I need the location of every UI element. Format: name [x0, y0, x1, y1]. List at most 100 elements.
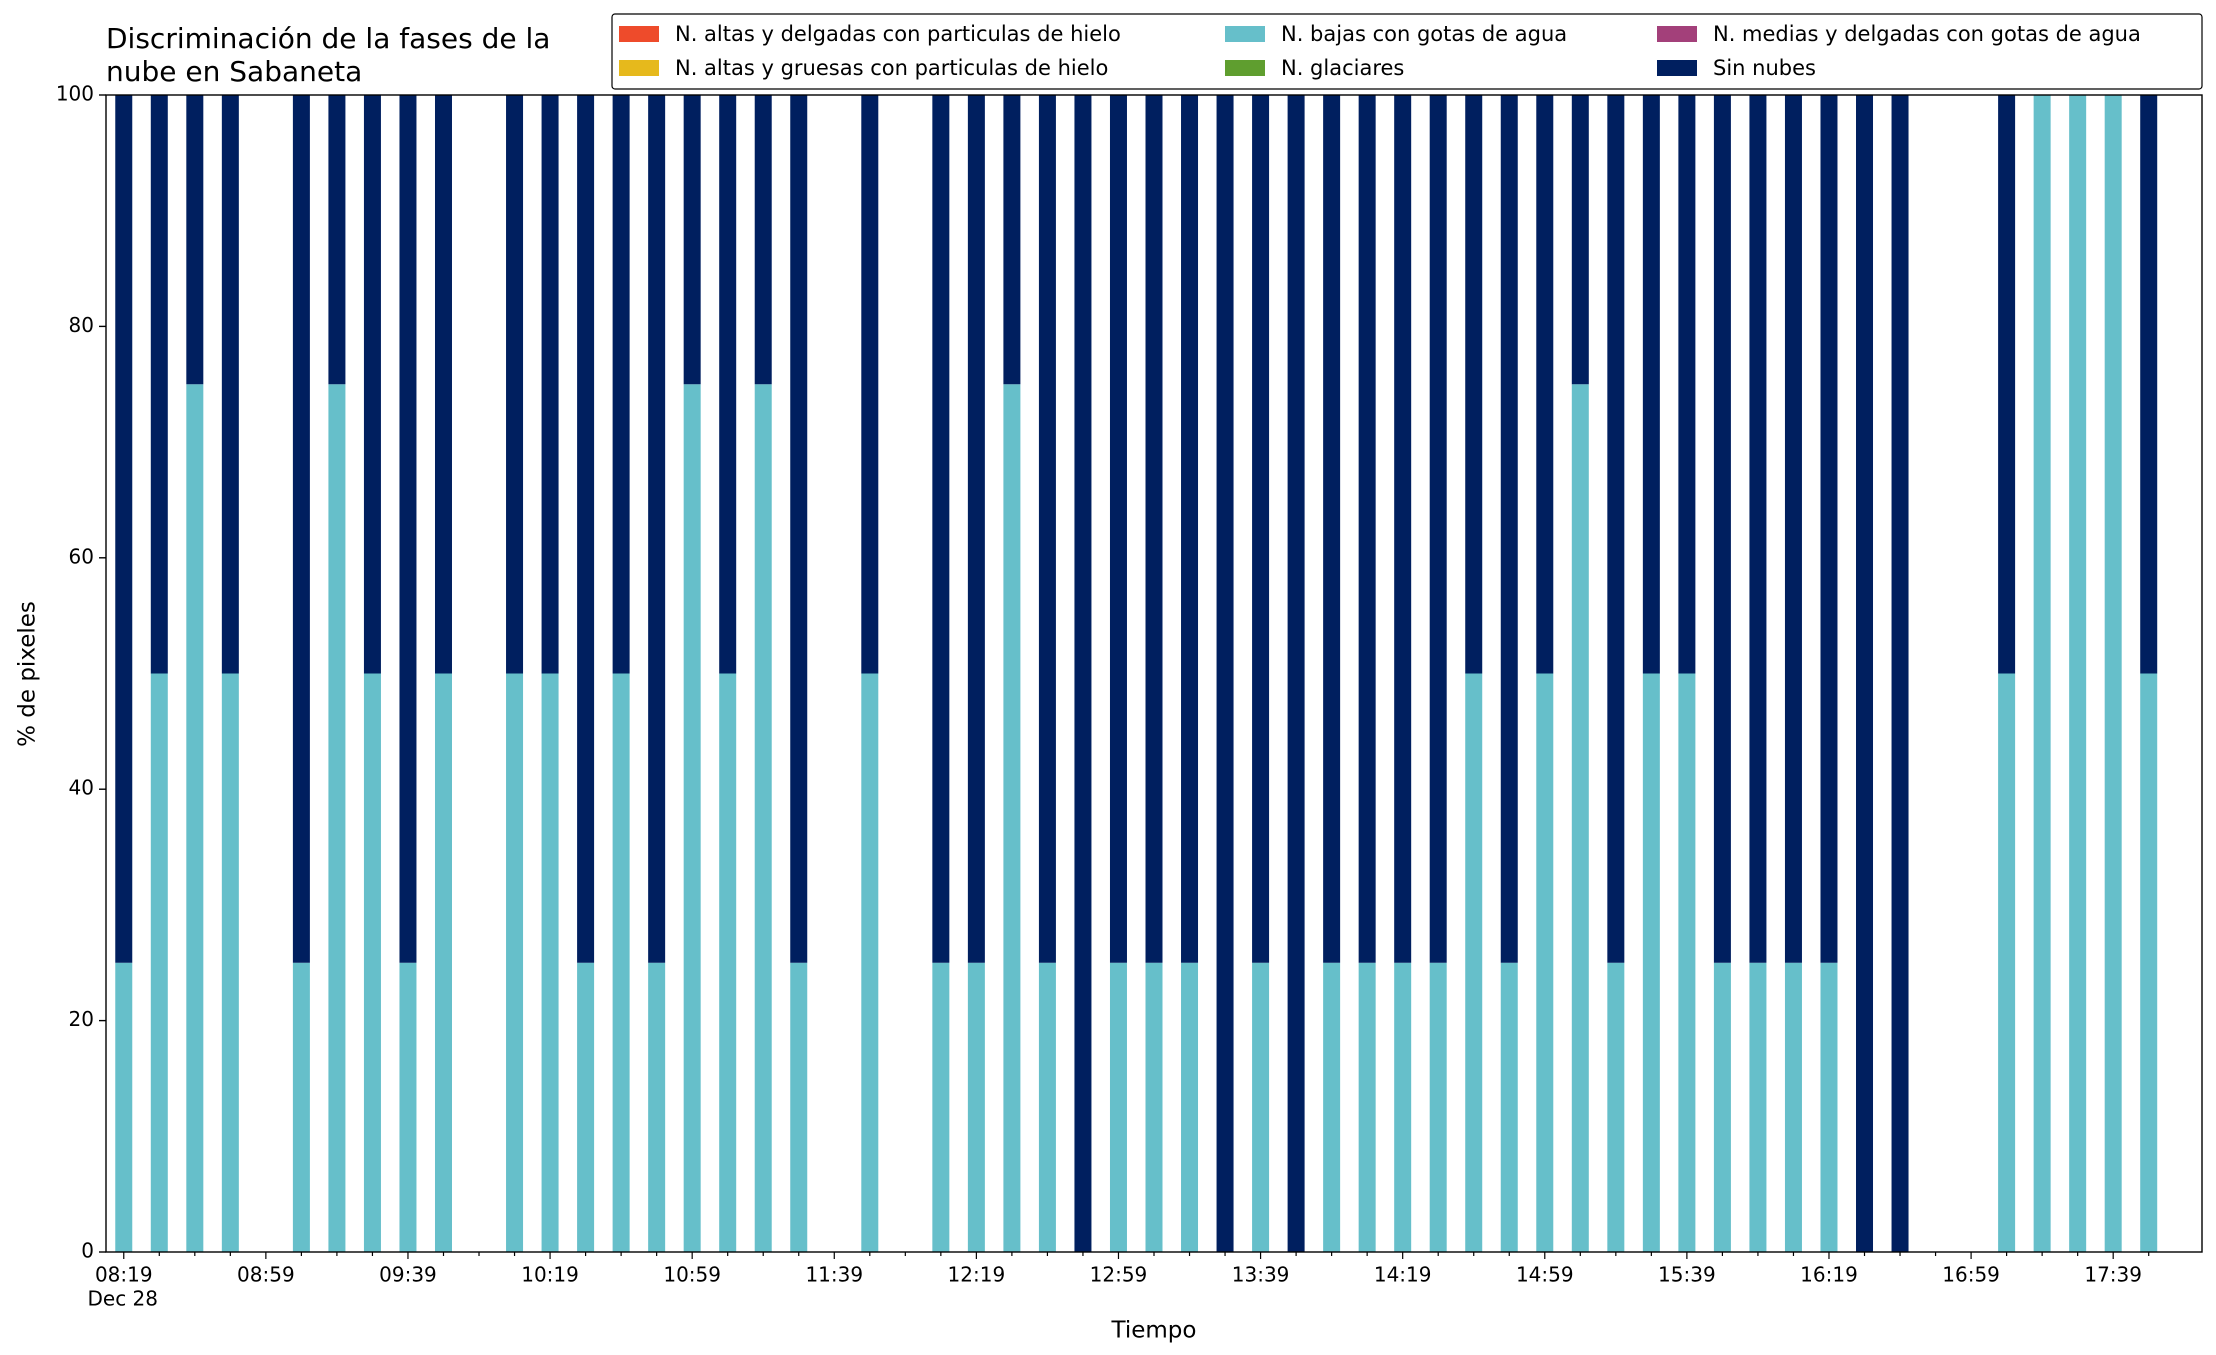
bar-segment [719, 673, 737, 1252]
bar-segment [1394, 962, 1412, 1252]
bar-segment [541, 673, 559, 1252]
bar-segment [648, 962, 666, 1252]
plot-frame [105, 94, 2203, 1253]
y-tick-label: 40 [69, 776, 94, 800]
bar-segment [1607, 962, 1625, 1252]
bar-segment [648, 95, 666, 963]
legend-swatch [1657, 26, 1697, 42]
x-tick-label: 10:59 [663, 1263, 721, 1287]
x-tick-label: 11:39 [805, 1263, 863, 1287]
y-tick-label: 100 [56, 82, 94, 106]
bar-segment [363, 95, 381, 674]
bar-segment [115, 95, 133, 963]
x-tick-label: 10:19 [521, 1263, 579, 1287]
bar-segment [506, 95, 524, 674]
x-tick-label: 13:39 [1232, 1263, 1290, 1287]
bar-segment [1607, 95, 1625, 963]
bar-segment [719, 95, 737, 674]
bar-segment [1429, 95, 1447, 963]
bar-segment [1252, 95, 1270, 963]
bar-segment [612, 95, 630, 674]
legend-label: N. altas y delgadas con particulas de hi… [675, 22, 1121, 46]
bar-segment [328, 95, 346, 385]
bar-segment [754, 95, 772, 385]
legend-swatch [1225, 26, 1265, 42]
y-tick-label: 80 [69, 313, 94, 337]
bar-segment [399, 962, 417, 1252]
bar-segment [967, 962, 985, 1252]
bar-segment [1287, 95, 1305, 1252]
x-tick-label: 09:39 [379, 1263, 437, 1287]
x-tick-label: 17:39 [2084, 1263, 2142, 1287]
bar-segment [1074, 95, 1092, 1252]
bar-segment [577, 962, 595, 1252]
legend-label: Sin nubes [1713, 56, 1816, 80]
bar-segment [1003, 95, 1021, 385]
bar-segment [1358, 95, 1376, 963]
bar-segment [1109, 95, 1127, 963]
bar-segment [1536, 95, 1554, 674]
bar-segment [1678, 673, 1696, 1252]
legend-label: N. altas y gruesas con particulas de hie… [675, 56, 1108, 80]
bar-segment [1181, 962, 1199, 1252]
bar-segment [1109, 962, 1127, 1252]
bar-segment [292, 95, 310, 963]
bar-segment [541, 95, 559, 674]
bar-segment [2140, 673, 2158, 1252]
legend-label: N. glaciares [1281, 56, 1404, 80]
bar-segment [1038, 962, 1056, 1252]
bar-segment [790, 95, 808, 963]
x-tick-label: 12:59 [1090, 1263, 1148, 1287]
legend-swatch [619, 60, 659, 76]
bar-segment [2104, 95, 2122, 1252]
bar-segment [1145, 95, 1163, 963]
bar-segment [221, 95, 239, 674]
bar-segment [1856, 95, 1874, 1252]
x-tick-label: 08:59 [237, 1263, 295, 1287]
bar-segment [1749, 962, 1767, 1252]
bar-segment [1429, 962, 1447, 1252]
bar-segment [1713, 962, 1731, 1252]
bar-segment [150, 95, 168, 674]
bar-segment [1820, 95, 1838, 963]
bar-segment [932, 95, 950, 963]
bar-segment [363, 673, 381, 1252]
bar-segment [1998, 673, 2016, 1252]
bar-segment [1571, 384, 1589, 1252]
bar-segment [1465, 95, 1483, 674]
bar-segment [1500, 95, 1518, 963]
bar-segment [861, 673, 879, 1252]
bar-segment [1038, 95, 1056, 963]
bar-segment [1536, 673, 1554, 1252]
bar-segment [328, 384, 346, 1252]
legend-swatch [1657, 60, 1697, 76]
bar-segment [1003, 384, 1021, 1252]
x-date-label: Dec 28 [88, 1287, 159, 1311]
bar-segment [186, 95, 204, 385]
bar-segment [506, 673, 524, 1252]
x-tick-label: 16:19 [1800, 1263, 1858, 1287]
bar-segment [1820, 962, 1838, 1252]
bar-segment [1642, 95, 1660, 674]
bar-segment [434, 673, 452, 1252]
y-axis-label: % de pixeles [15, 601, 41, 747]
bar-segment [790, 962, 808, 1252]
bar-segment [115, 962, 133, 1252]
bar-segment [1678, 95, 1696, 674]
legend-label: N. bajas con gotas de agua [1281, 22, 1567, 46]
bar-segment [1323, 962, 1341, 1252]
legend-box [611, 13, 2203, 90]
x-tick-label: 16:59 [1942, 1263, 2000, 1287]
legend-swatch [619, 26, 659, 42]
bar-segment [861, 95, 879, 674]
x-tick-label: 14:19 [1374, 1263, 1432, 1287]
bar-segment [1749, 95, 1767, 963]
legend-label: N. medias y delgadas con gotas de agua [1713, 22, 2141, 46]
y-tick-label: 20 [69, 1007, 94, 1031]
bar-segment [2069, 95, 2087, 1252]
y-tick-label: 60 [69, 544, 94, 568]
bar-segment [1394, 95, 1412, 963]
x-tick-label: 08:19 [95, 1263, 153, 1287]
chart-title: Discriminación de la fases de la nube en… [106, 22, 551, 88]
